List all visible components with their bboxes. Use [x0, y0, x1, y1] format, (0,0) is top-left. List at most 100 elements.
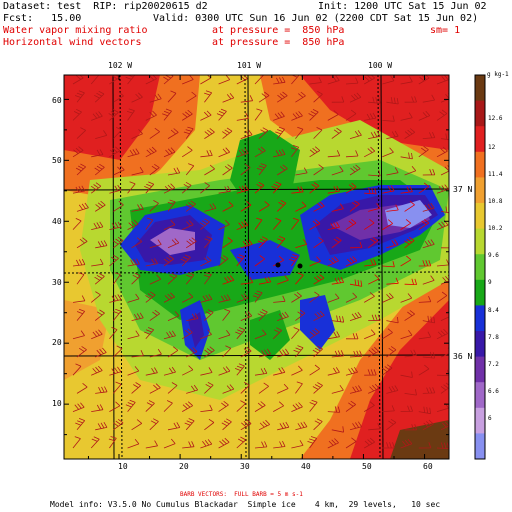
wind-barb [76, 237, 88, 249]
colorbar [475, 75, 485, 460]
wind-barb [145, 367, 158, 376]
wind-barb [222, 237, 233, 249]
wind-barb [113, 272, 121, 285]
wind-barb [94, 309, 105, 321]
wind-barb [181, 181, 192, 194]
wind-barb [90, 75, 100, 85]
wind-barb [91, 111, 103, 121]
wind-barb [418, 295, 432, 303]
wind-barb [273, 149, 286, 158]
wind-barb [258, 276, 272, 285]
wind-barb [91, 404, 104, 412]
wind-barb [258, 382, 269, 394]
wind-barb [404, 278, 417, 285]
wind-barb [327, 110, 339, 121]
wind-barb [72, 185, 86, 194]
wind-barb [331, 315, 345, 323]
wind-barb [277, 275, 289, 285]
wind-barb [167, 90, 177, 103]
wind-barb [181, 328, 193, 340]
wind-barb [145, 258, 158, 267]
wind-barb [272, 327, 282, 340]
wind-barb [149, 418, 159, 431]
wind-barb [400, 112, 413, 121]
wind-barb [258, 419, 270, 431]
wind-barb [386, 97, 399, 105]
wind-barb [386, 239, 399, 249]
wind-barb [440, 382, 449, 394]
wind-barb [382, 442, 395, 449]
wind-barb [331, 350, 345, 358]
wind-barb [182, 441, 195, 449]
wind-barb [276, 91, 288, 103]
wind-barb [291, 365, 303, 376]
wind-barb [404, 128, 416, 139]
wind-barb [236, 148, 249, 158]
wind-barb [309, 182, 320, 194]
wind-barb [218, 185, 231, 194]
wind-barb [222, 384, 235, 394]
y-tick-label: 40 [52, 217, 62, 226]
wind-barb [363, 401, 375, 412]
wind-barb [218, 366, 231, 376]
wind-barb [240, 129, 253, 139]
wind-barb [312, 345, 323, 358]
wind-barb [218, 255, 229, 267]
wind-barb [382, 364, 393, 376]
wind-barb [277, 421, 290, 431]
colorbar-swatch [475, 331, 485, 358]
wind-barb [295, 421, 308, 431]
wind-barb [386, 130, 399, 139]
wind-barb [203, 272, 212, 285]
wind-barb [149, 348, 162, 358]
wind-barb [436, 75, 449, 85]
wind-barb [400, 293, 413, 303]
wind-barb [113, 91, 124, 103]
wind-barb [76, 308, 86, 321]
wind-barb [313, 127, 323, 139]
wind-barb [277, 311, 289, 321]
wind-barb [200, 149, 213, 158]
wind-barb [386, 167, 399, 176]
wind-barb [404, 389, 417, 396]
wind-barb [368, 423, 381, 431]
colorbar-tick: 8.4 [488, 307, 499, 314]
wind-barb [185, 91, 197, 103]
wind-barb [288, 254, 299, 267]
wind-barb [257, 236, 268, 249]
wind-barb [345, 437, 357, 449]
wind-barb [291, 327, 300, 340]
wind-barb [400, 438, 413, 449]
wind-barb [422, 351, 436, 359]
colorbar-tick: 11.4 [488, 171, 503, 178]
wind-barb [273, 111, 285, 121]
wind-barb [216, 108, 227, 121]
colorbar-tick: 12.6 [488, 115, 503, 122]
wind-barb [236, 436, 246, 449]
wind-barb [382, 185, 395, 194]
wind-barb [94, 200, 106, 212]
wind-barb [422, 239, 435, 249]
wind-barb [240, 277, 254, 285]
wind-barb [235, 327, 246, 340]
wind-barb [113, 200, 124, 212]
colorbar-swatch [475, 151, 485, 178]
wind-barb [400, 152, 413, 160]
wind-barb [400, 255, 412, 267]
wind-barb [275, 126, 286, 139]
wind-barb [313, 310, 325, 321]
wind-barb [327, 438, 339, 449]
wind-barb [109, 184, 122, 194]
wind-barb [422, 315, 435, 324]
y-tick-label: 10 [52, 399, 62, 408]
wind-barb [200, 256, 212, 267]
wind-barb [76, 202, 89, 212]
wind-barb [404, 96, 417, 103]
wind-barb [368, 130, 381, 139]
wind-barb [240, 419, 252, 431]
wind-barb [91, 221, 104, 230]
wind-barb [200, 367, 213, 376]
wind-barb [271, 181, 282, 194]
wind-barb [94, 273, 105, 285]
colorbar-swatch [475, 356, 485, 383]
